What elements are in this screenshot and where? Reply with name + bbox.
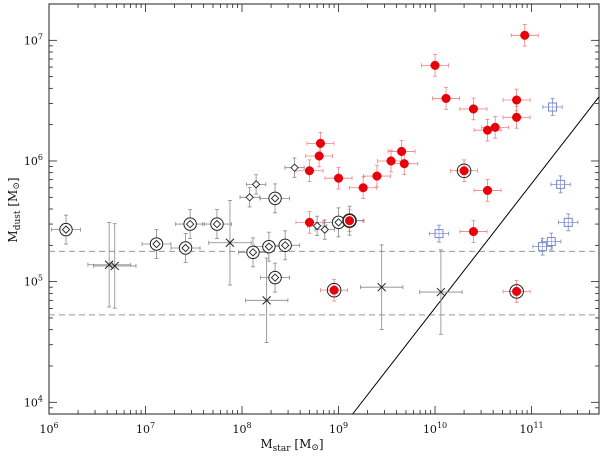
filled-circle-point (333, 173, 344, 183)
cross-point (110, 261, 120, 271)
x-tick-label: 1011 (519, 421, 543, 436)
error-bars (51, 24, 579, 343)
filled-circle-point (512, 112, 522, 122)
y-tick-label: 107 (24, 32, 43, 47)
data-points (59, 30, 573, 305)
diamond-point (320, 225, 329, 234)
y-tick-label: 106 (24, 153, 43, 168)
inner-diamond-point (152, 239, 161, 249)
filled-circle-point (512, 286, 522, 296)
x-tick-label: 108 (232, 421, 251, 436)
diamond-point (251, 180, 261, 189)
filled-circle-point (441, 93, 451, 103)
cross-point (104, 260, 114, 270)
inner-diamond-point (280, 241, 290, 250)
x-tick-label: 107 (136, 421, 155, 436)
y-tick-label: 104 (24, 394, 43, 409)
filled-circle-point (430, 60, 440, 70)
ring-point (342, 213, 357, 228)
filled-circle-point (482, 185, 493, 195)
filled-circle-point (344, 216, 355, 226)
filled-circle-point (520, 30, 530, 40)
open-circle-point (246, 245, 260, 260)
inner-diamond-point (270, 273, 280, 282)
plot-frame (48, 3, 600, 415)
inner-diamond-point (248, 248, 258, 257)
axis-ticks: 106 107 108 109 1010 1011 104 105 106 107 (24, 3, 600, 436)
diagonal-line (352, 96, 600, 415)
open-circle-point (278, 238, 292, 253)
open-circle-point (262, 239, 276, 254)
filled-circle-point (315, 138, 326, 148)
filled-circle-point (399, 159, 409, 169)
ring-point (456, 163, 472, 179)
filled-circle-point (512, 95, 522, 105)
cross-point (377, 282, 387, 292)
x-tick-label: 106 (39, 421, 58, 436)
dashed-lines (49, 250, 599, 316)
filled-circle-point (490, 122, 500, 132)
filled-circle-point (386, 156, 396, 166)
cross-point (436, 287, 446, 297)
inner-diamond-point (264, 242, 274, 251)
diagonal-line-segment (352, 96, 600, 415)
inner-diamond-point (61, 225, 71, 234)
ring-point (326, 282, 342, 298)
filled-circle-point (304, 166, 315, 176)
open-circle-point (210, 217, 224, 231)
inner-diamond-point (334, 218, 343, 227)
filled-circle-point (397, 146, 407, 156)
diamond-point (245, 193, 254, 202)
filled-circle-point (329, 285, 339, 295)
filled-circle-point (358, 183, 368, 193)
diamond-point (312, 221, 322, 231)
inner-diamond-point (270, 194, 280, 203)
diamond-point (290, 163, 299, 172)
open-circle-point (268, 270, 282, 285)
open-circle-point (183, 217, 197, 231)
x-tick-label: 109 (329, 421, 348, 436)
filled-circle-point (304, 217, 315, 227)
ring-point (509, 284, 524, 299)
cross-point (262, 295, 272, 305)
inner-diamond-point (185, 219, 195, 229)
y-tick-label: 105 (24, 274, 43, 289)
x-axis-title: Mstar [M⊙] (260, 437, 323, 454)
filled-circle-point (459, 166, 469, 176)
open-circle-point (268, 191, 282, 206)
cross-point (225, 238, 235, 248)
filled-circle-point (314, 151, 324, 161)
filled-circle-point (482, 125, 493, 135)
open-circle-point (59, 222, 73, 237)
filled-circle-point (468, 227, 478, 237)
filled-circle-point (372, 171, 382, 181)
inner-diamond-point (212, 219, 222, 229)
open-circle-point (178, 241, 193, 255)
inner-diamond-point (181, 243, 190, 253)
y-axis-title: Mdust [M⊙] (6, 177, 23, 242)
filled-circle-point (468, 104, 478, 114)
x-tick-label: 1010 (423, 421, 447, 436)
open-circle-point (149, 237, 164, 251)
